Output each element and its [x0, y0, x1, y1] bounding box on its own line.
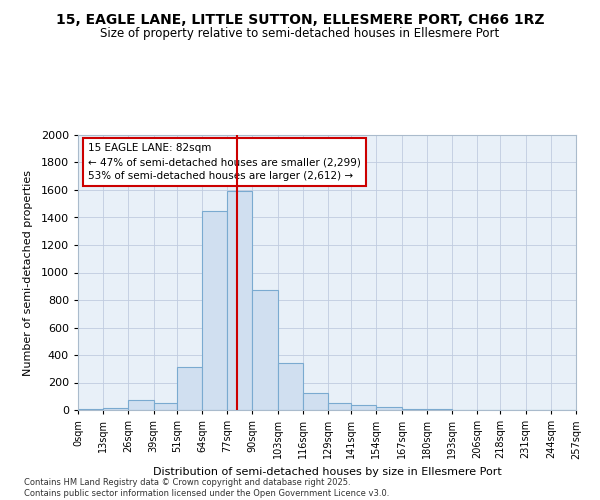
Bar — [154, 403, 177, 410]
Y-axis label: Number of semi-detached properties: Number of semi-detached properties — [23, 170, 32, 376]
Bar — [103, 408, 128, 410]
Bar — [303, 393, 328, 410]
Bar — [376, 407, 401, 410]
Text: Contains HM Land Registry data © Crown copyright and database right 2025.
Contai: Contains HM Land Registry data © Crown c… — [24, 478, 389, 498]
Bar — [328, 403, 351, 410]
Bar — [202, 210, 227, 410]
Bar — [177, 366, 202, 410]
Bar — [278, 363, 303, 410]
Bar — [351, 405, 376, 410]
Text: Size of property relative to semi-detached houses in Ellesmere Port: Size of property relative to semi-detach… — [100, 28, 500, 40]
X-axis label: Distribution of semi-detached houses by size in Ellesmere Port: Distribution of semi-detached houses by … — [152, 467, 502, 477]
Bar — [128, 400, 154, 410]
Bar — [253, 290, 278, 410]
Text: 15, EAGLE LANE, LITTLE SUTTON, ELLESMERE PORT, CH66 1RZ: 15, EAGLE LANE, LITTLE SUTTON, ELLESMERE… — [56, 12, 544, 26]
Bar — [227, 192, 253, 410]
Bar — [401, 408, 427, 410]
Text: 15 EAGLE LANE: 82sqm
← 47% of semi-detached houses are smaller (2,299)
53% of se: 15 EAGLE LANE: 82sqm ← 47% of semi-detac… — [88, 143, 361, 181]
Bar — [78, 408, 103, 410]
